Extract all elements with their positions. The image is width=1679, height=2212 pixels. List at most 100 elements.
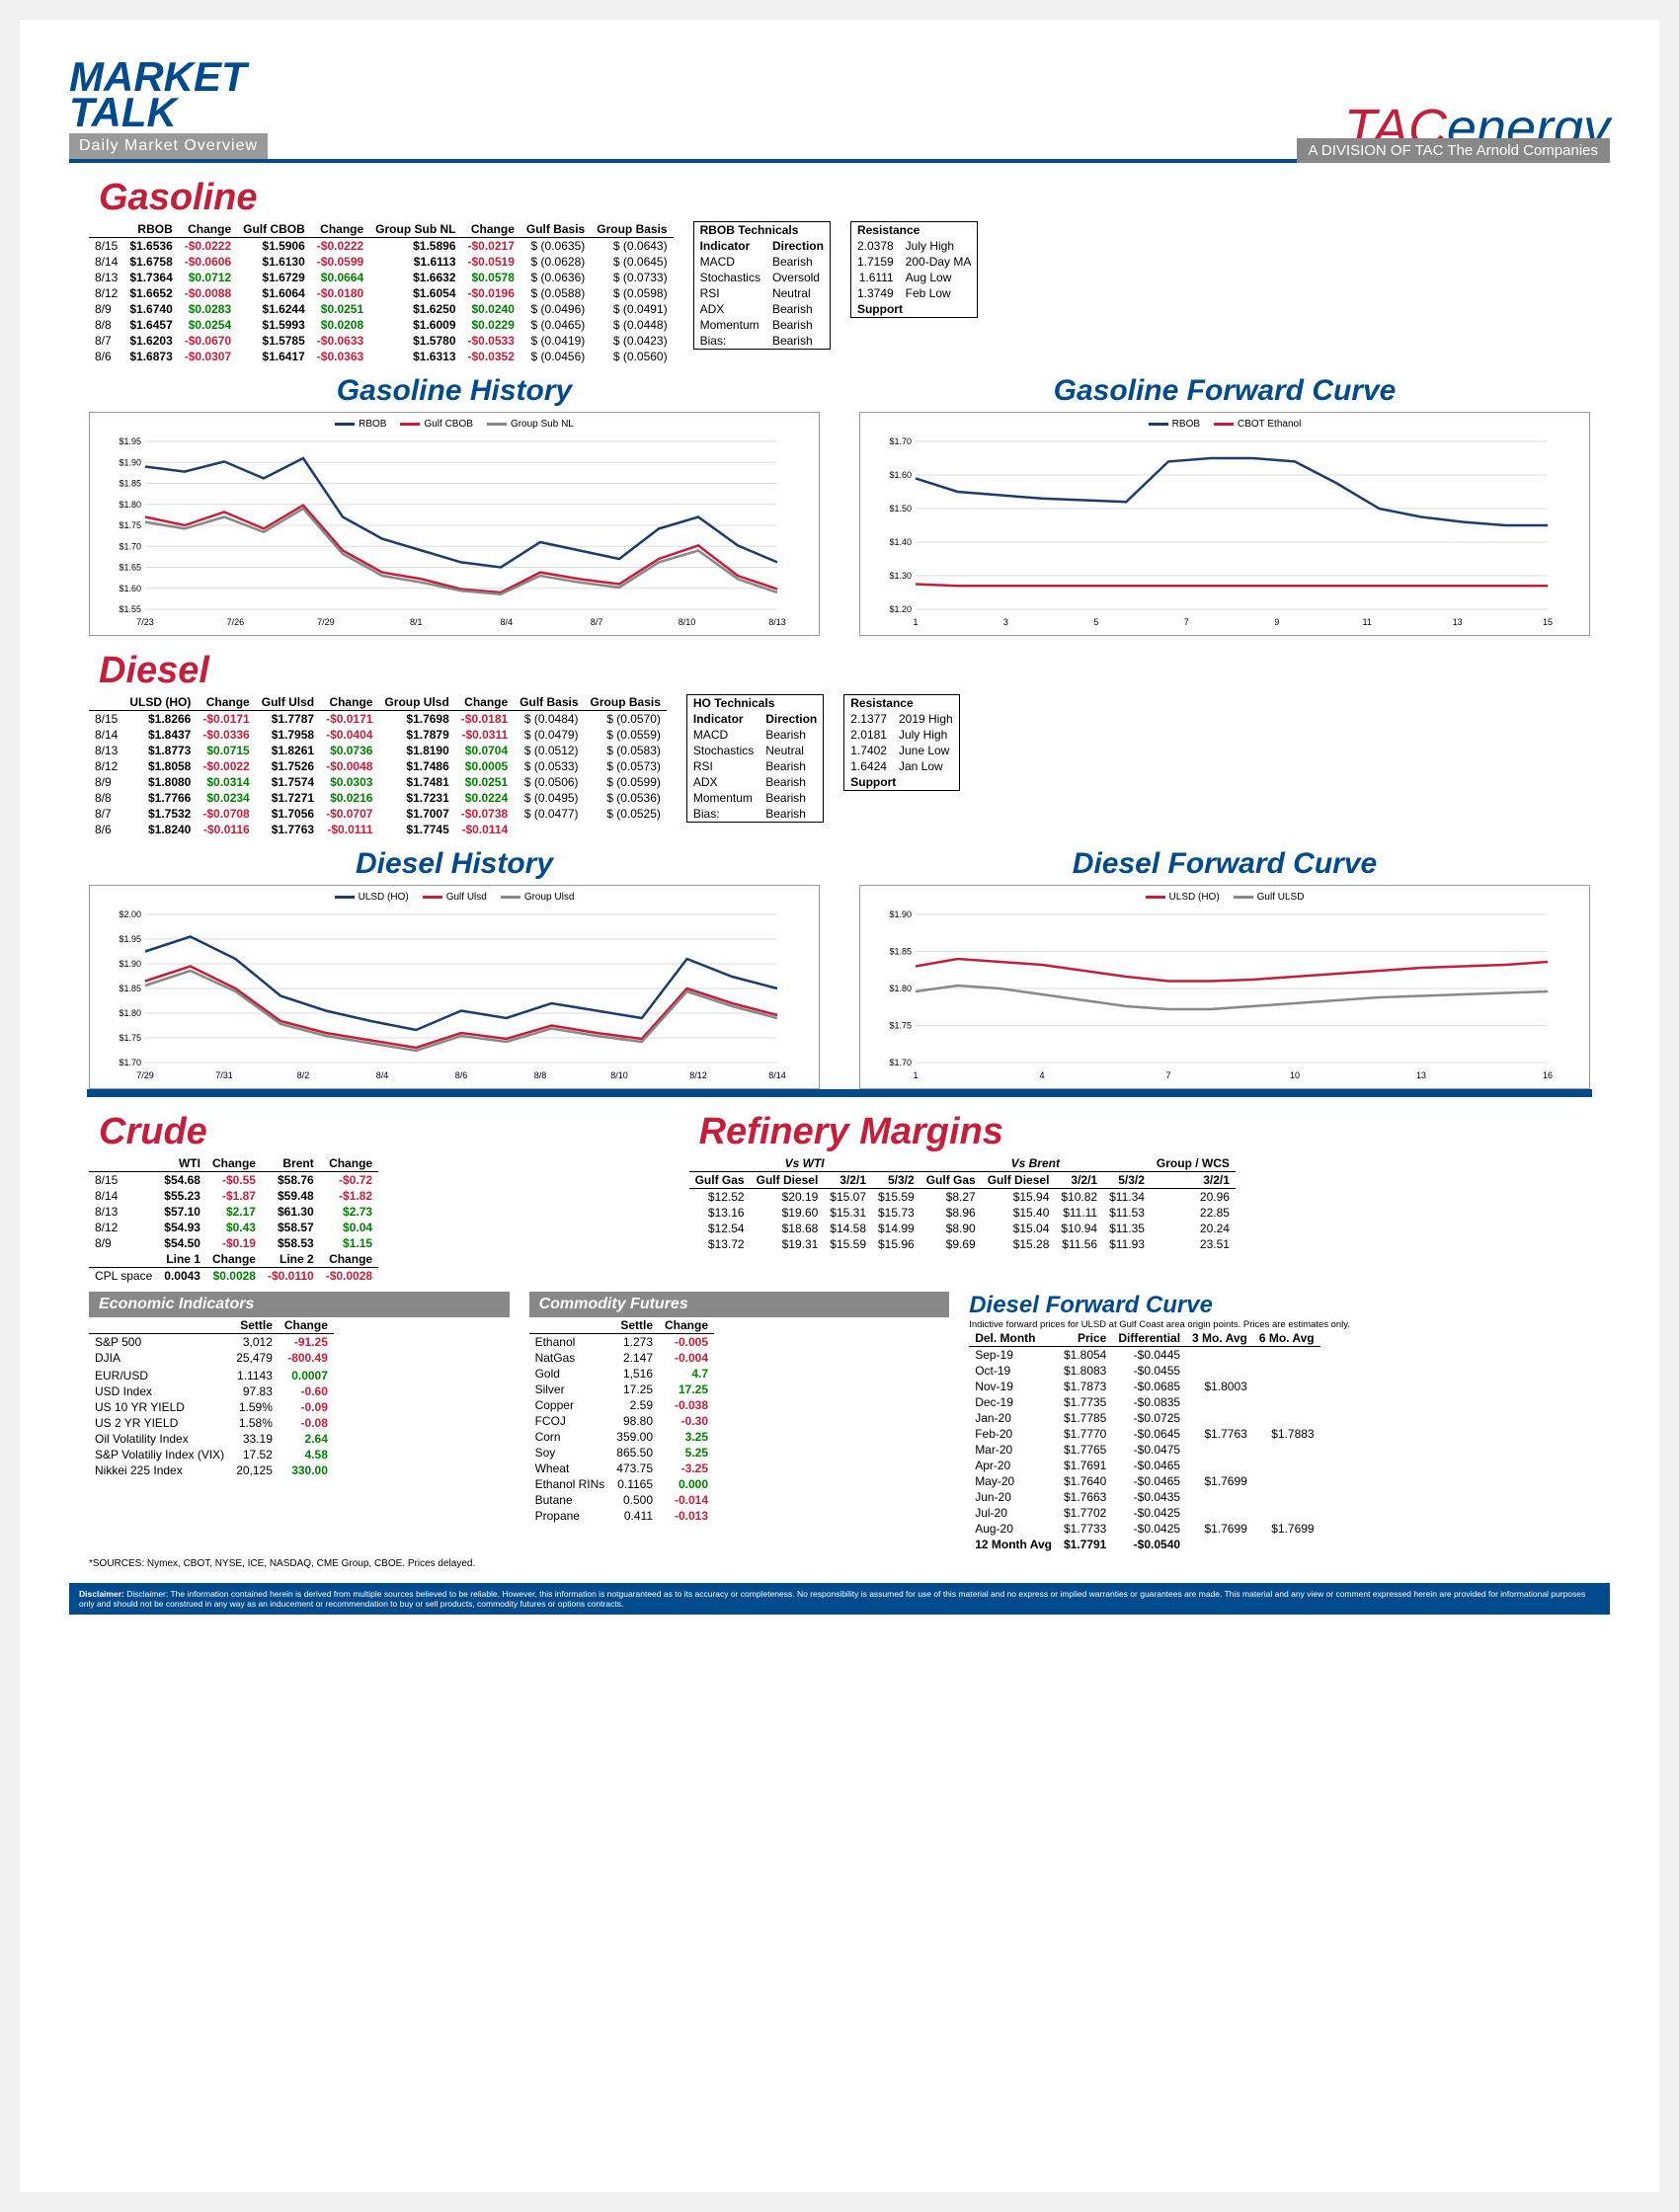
svg-text:$1.80: $1.80 (119, 1008, 141, 1018)
rbob-resistance: Resistance2.0378July High1.7159200-Day M… (850, 221, 978, 318)
svg-text:15: 15 (1543, 617, 1553, 627)
svg-text:$1.75: $1.75 (889, 1021, 912, 1031)
svg-text:$1.70: $1.70 (119, 542, 141, 552)
gasoline-charts: Gasoline History RBOBGulf CBOBGroup Sub … (89, 364, 1590, 636)
svg-text:$1.90: $1.90 (119, 458, 141, 468)
svg-text:$1.75: $1.75 (119, 520, 141, 530)
gasoline-tables: RBOBChangeGulf CBOBChangeGroup Sub NLCha… (89, 221, 1590, 364)
svg-text:3: 3 (1003, 617, 1008, 627)
market-talk-logo: MARKET TALK Daily Market Overview (69, 59, 268, 159)
svg-text:1: 1 (913, 617, 918, 627)
dsl-hist-title: Diesel History (89, 847, 820, 881)
svg-text:$1.85: $1.85 (119, 479, 141, 489)
svg-text:8/13: 8/13 (768, 617, 786, 627)
svg-text:10: 10 (1290, 1070, 1300, 1080)
svg-text:8/6: 8/6 (455, 1070, 468, 1080)
subtitle-bar: Daily Market Overview (69, 133, 268, 159)
svg-text:7/23: 7/23 (136, 617, 154, 627)
svg-text:$1.85: $1.85 (119, 984, 141, 993)
svg-text:7/29: 7/29 (136, 1070, 154, 1080)
svg-text:4: 4 (1039, 1070, 1044, 1080)
svg-text:$1.50: $1.50 (889, 504, 912, 514)
svg-text:13: 13 (1416, 1070, 1426, 1080)
disclaimer: Disclaimer: Disclaimer: The information … (69, 1583, 1610, 1615)
dsl-fwd-chart: ULSD (HO)Gulf ULSD $1.90$1.85$1.80$1.75$… (859, 885, 1590, 1089)
svg-text:$1.55: $1.55 (119, 604, 141, 614)
svg-text:$1.60: $1.60 (889, 470, 912, 480)
svg-text:$1.75: $1.75 (119, 1033, 141, 1043)
svg-text:7/26: 7/26 (227, 617, 245, 627)
svg-text:8/4: 8/4 (500, 617, 513, 627)
gasoline-price-table: RBOBChangeGulf CBOBChangeGroup Sub NLCha… (89, 221, 674, 364)
svg-text:$1.70: $1.70 (889, 436, 912, 446)
sources-note: *SOURCES: Nymex, CBOT, NYSE, ICE, NASDAQ… (89, 1558, 1590, 1569)
crude-margins-row: Crude WTIChangeBrentChange8/15$54.68-$0.… (89, 1097, 1590, 1284)
svg-text:8/10: 8/10 (610, 1070, 628, 1080)
gas-hist-title: Gasoline History (89, 374, 820, 408)
svg-text:8/14: 8/14 (768, 1070, 786, 1080)
svg-text:$1.85: $1.85 (889, 947, 912, 957)
diesel-price-table: ULSD (HO)ChangeGulf UlsdChangeGroup Ulsd… (89, 694, 667, 837)
svg-text:9: 9 (1274, 617, 1279, 627)
futures-header: Commodity Futures (529, 1292, 950, 1317)
svg-text:$1.60: $1.60 (119, 584, 141, 593)
svg-text:11: 11 (1362, 617, 1371, 627)
logo-talk: TALK (69, 95, 268, 130)
svg-text:$1.65: $1.65 (119, 563, 141, 573)
svg-text:5: 5 (1093, 617, 1098, 627)
svg-text:$1.95: $1.95 (119, 934, 141, 944)
svg-text:$2.00: $2.00 (119, 909, 141, 919)
header: MARKET TALK Daily Market Overview TACene… (69, 59, 1610, 163)
crude-title: Crude (99, 1111, 660, 1153)
svg-text:$1.95: $1.95 (119, 436, 141, 446)
separator-bar (87, 1089, 1592, 1097)
gas-hist-chart: RBOBGulf CBOBGroup Sub NL $1.95$1.90$1.8… (89, 412, 820, 636)
svg-text:$1.80: $1.80 (889, 984, 912, 993)
svg-text:8/8: 8/8 (534, 1070, 547, 1080)
svg-text:16: 16 (1543, 1070, 1553, 1080)
diesel-title: Diesel (99, 650, 1610, 692)
diesel-charts: Diesel History ULSD (HO)Gulf UlsdGroup U… (89, 837, 1590, 1089)
econ-header: Economic Indicators (89, 1292, 510, 1317)
dfc-note: Indictive forward prices for ULSD at Gul… (969, 1319, 1590, 1330)
svg-text:$1.20: $1.20 (889, 604, 912, 614)
crude-table: WTIChangeBrentChange8/15$54.68-$0.55$58.… (89, 1155, 378, 1284)
futures-table: SettleChangeEthanol1.273-0.005NatGas2.14… (529, 1317, 714, 1524)
gas-fwd-chart: RBOBCBOT Ethanol $1.70$1.60$1.50$1.40$1.… (859, 412, 1590, 636)
svg-text:8/4: 8/4 (376, 1070, 389, 1080)
econ-table: SettleChangeS&P 5003,012-91.25DJIA25,479… (89, 1317, 334, 1478)
svg-text:8/2: 8/2 (297, 1070, 310, 1080)
dsl-hist-chart: ULSD (HO)Gulf UlsdGroup Ulsd $2.00$1.95$… (89, 885, 820, 1089)
gasoline-title: Gasoline (99, 177, 1610, 219)
margins-title: Refinery Margins (699, 1111, 1590, 1153)
margins-table: Vs WTIVs BrentGroup / WCSGulf GasGulf Di… (689, 1155, 1236, 1252)
svg-text:$1.90: $1.90 (889, 909, 912, 919)
svg-text:$1.90: $1.90 (119, 959, 141, 969)
dsl-fwd-title: Diesel Forward Curve (859, 847, 1590, 881)
svg-text:7/31: 7/31 (215, 1070, 233, 1080)
svg-text:$1.30: $1.30 (889, 571, 912, 581)
gas-fwd-title: Gasoline Forward Curve (859, 374, 1590, 408)
svg-text:8/1: 8/1 (410, 617, 423, 627)
bottom-row: Economic Indicators SettleChangeS&P 5003… (89, 1292, 1590, 1552)
svg-text:8/12: 8/12 (689, 1070, 707, 1080)
svg-text:$1.80: $1.80 (119, 500, 141, 510)
svg-text:7: 7 (1184, 617, 1189, 627)
svg-text:7/29: 7/29 (317, 617, 335, 627)
svg-text:$1.40: $1.40 (889, 537, 912, 547)
dfc-title: Diesel Forward Curve (969, 1292, 1590, 1319)
svg-text:8/10: 8/10 (679, 617, 696, 627)
svg-text:$1.70: $1.70 (889, 1058, 912, 1067)
dfc-table: Del. MonthPriceDifferential3 Mo. Avg6 Mo… (969, 1330, 1319, 1552)
svg-text:13: 13 (1453, 617, 1463, 627)
svg-text:1: 1 (913, 1070, 918, 1080)
svg-text:$1.70: $1.70 (119, 1058, 141, 1067)
rbob-technicals: RBOB TechnicalsIndicatorDirectionMACDBea… (693, 221, 831, 350)
page: MARKET TALK Daily Market Overview TACene… (20, 20, 1659, 2192)
disclaimer-text: Disclaimer: The information contained he… (79, 1589, 1585, 1609)
svg-text:7: 7 (1165, 1070, 1170, 1080)
division-bar: A DIVISION OF TAC The Arnold Companies (1297, 138, 1610, 163)
ho-technicals: HO TechnicalsIndicatorDirectionMACDBeari… (686, 694, 824, 823)
diesel-tables: ULSD (HO)ChangeGulf UlsdChangeGroup Ulsd… (89, 694, 1590, 837)
ho-resistance: Resistance2.13772019 High2.0181July High… (843, 694, 959, 791)
